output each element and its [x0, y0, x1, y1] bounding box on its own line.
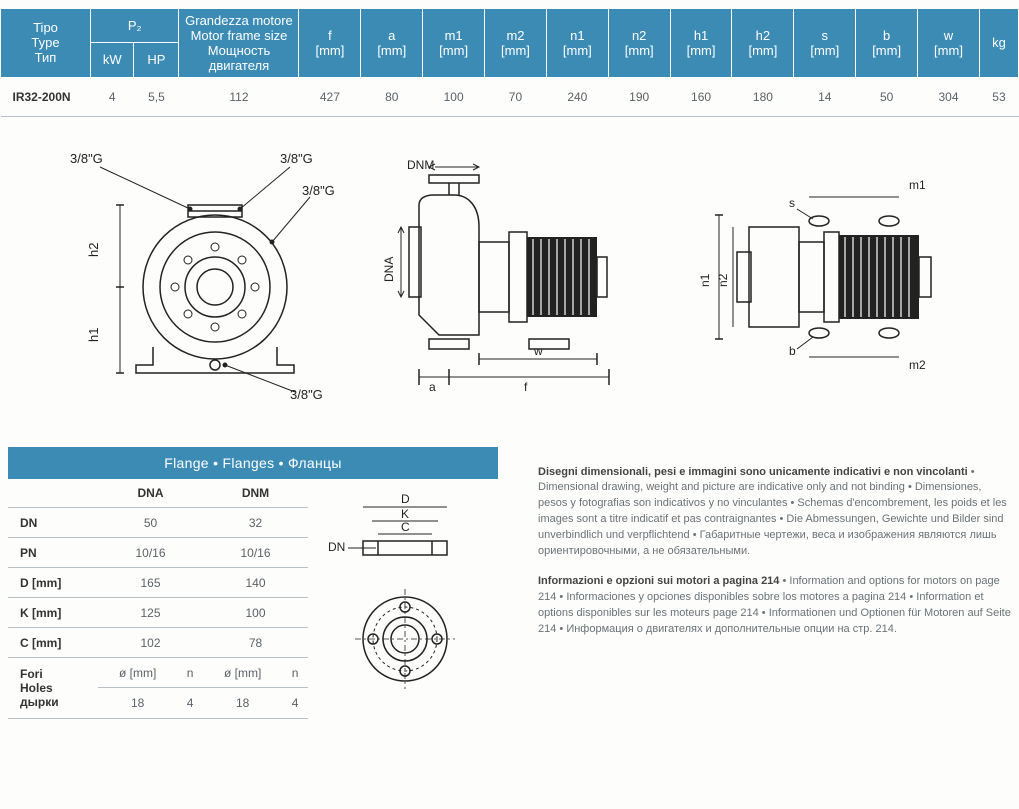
cell-m2: 70	[485, 77, 547, 116]
front-view-diagram: h2 h1 3/8"G 3/8"G 3/8"G 3/8"G	[40, 147, 340, 407]
svg-text:3/8"G: 3/8"G	[70, 151, 103, 166]
spec-row: IR32-200N 4 5,5 112 427 80 100 70 240 19…	[1, 77, 1019, 116]
flange-table: DNA DNM DN5032 PN10/1610/16 D [mm]165140…	[8, 479, 308, 719]
flange-block: Flange • Flanges • Фланцы DNA DNM DN5032…	[8, 447, 498, 719]
cell-h1: 160	[670, 77, 732, 116]
svg-text:s: s	[789, 196, 795, 210]
cell-h2: 180	[732, 77, 794, 116]
svg-text:3/8"G: 3/8"G	[302, 183, 335, 198]
svg-text:m1: m1	[909, 178, 926, 192]
svg-text:DNA: DNA	[382, 256, 396, 281]
svg-text:h1: h1	[86, 327, 101, 341]
spec-table: Tipo Type Тип P₂ Grandezza motore Motor …	[0, 8, 1019, 117]
th-p2: P₂	[91, 9, 179, 43]
side-view-diagram: DNM DNA	[379, 147, 649, 407]
th-type: Tipo Type Тип	[1, 9, 91, 78]
th-h1: h1 [mm]	[670, 9, 732, 78]
th-kg: kg	[979, 9, 1018, 78]
cell-kg: 53	[979, 77, 1018, 116]
th-f: f [mm]	[299, 9, 361, 78]
note-disclaimer: Disegni dimensionali, pesi e immagini so…	[538, 465, 1011, 561]
note-motor-info: Informazioni e opzioni sui motori a pagi…	[538, 574, 1011, 638]
svg-text:m2: m2	[909, 358, 926, 372]
th-n2: n2 [mm]	[608, 9, 670, 78]
cell-f: 427	[299, 77, 361, 116]
svg-text:w: w	[533, 344, 543, 358]
th-w: w [mm]	[918, 9, 980, 78]
svg-text:b: b	[789, 344, 796, 358]
cell-s: 14	[794, 77, 856, 116]
cell-hp: 5,5	[134, 77, 179, 116]
th-a: a [mm]	[361, 9, 423, 78]
svg-text:n1: n1	[698, 273, 712, 287]
cell-kw: 4	[91, 77, 134, 116]
notes-block: Disegni dimensionali, pesi e immagini so…	[538, 447, 1011, 719]
th-hp: HP	[134, 43, 179, 77]
cell-n2: 190	[608, 77, 670, 116]
th-m1: m1 [mm]	[423, 9, 485, 78]
cell-n1: 240	[546, 77, 608, 116]
cell-m1: 100	[423, 77, 485, 116]
svg-text:f: f	[524, 380, 528, 394]
svg-text:K: K	[401, 507, 409, 521]
diagram-row: h2 h1 3/8"G 3/8"G 3/8"G 3/8"G DNM	[0, 117, 1019, 447]
flange-title: Flange • Flanges • Фланцы	[8, 447, 498, 479]
svg-text:3/8"G: 3/8"G	[280, 151, 313, 166]
cell-w: 304	[918, 77, 980, 116]
th-s: s [mm]	[794, 9, 856, 78]
svg-text:a: a	[429, 380, 436, 394]
th-b: b [mm]	[856, 9, 918, 78]
top-view-diagram: m1 m2 n1 n2 s b	[689, 157, 979, 397]
cell-motor: 112	[179, 77, 299, 116]
svg-text:n2: n2	[716, 273, 730, 287]
svg-text:C: C	[401, 520, 410, 534]
cell-a: 80	[361, 77, 423, 116]
svg-text:DNM: DNM	[407, 158, 434, 172]
svg-text:D: D	[401, 492, 410, 506]
th-h2: h2 [mm]	[732, 9, 794, 78]
svg-text:h2: h2	[86, 242, 101, 256]
flange-diagram: D K C DN	[308, 479, 498, 719]
th-dna: DNA	[98, 479, 203, 508]
th-dnm: DNM	[203, 479, 308, 508]
th-motor: Grandezza motore Motor frame size Мощнос…	[179, 9, 299, 78]
th-m2: m2 [mm]	[485, 9, 547, 78]
th-n1: n1 [mm]	[546, 9, 608, 78]
cell-model: IR32-200N	[1, 77, 91, 116]
svg-text:3/8"G: 3/8"G	[290, 387, 323, 402]
svg-text:DN: DN	[328, 540, 345, 554]
th-kw: kW	[91, 43, 134, 77]
cell-b: 50	[856, 77, 918, 116]
